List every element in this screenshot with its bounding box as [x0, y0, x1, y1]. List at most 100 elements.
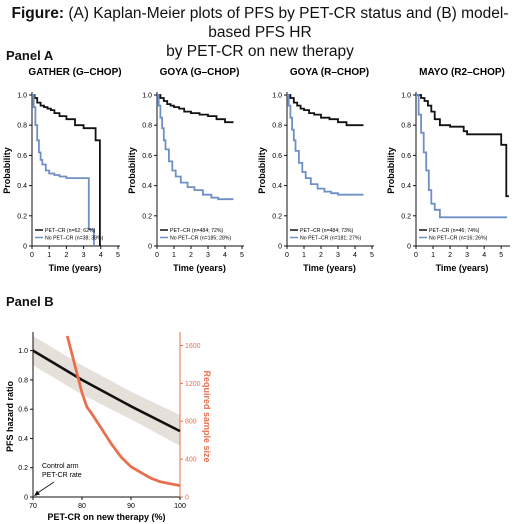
right-y-tick-label: 800: [185, 419, 197, 426]
y-tick-label: 0.4: [18, 436, 28, 443]
no-pet-cr-curve: [157, 94, 234, 201]
km-plot-1: GATHER (G–CHOP) 0 0.2 0.4 0.6 0.8 1.0 0 1 2 3 4 5 Tim…: [2, 67, 122, 273]
y-tick-label: 0: [278, 244, 282, 251]
y-tick-label: 1.0: [18, 348, 28, 355]
km-title: MAYO (R2–CHOP): [419, 67, 505, 78]
x-axis-label: Time (years): [303, 263, 356, 273]
y-tick-label: 0.8: [18, 377, 28, 384]
y-tick-label: 0: [148, 244, 152, 251]
legend-label: No PET–CR (n=16; 26%): [429, 236, 488, 242]
km-title: GOYA (G–CHOP): [160, 67, 240, 78]
x-tick-label: 3: [336, 252, 340, 259]
annotation-arrowhead: [34, 490, 40, 496]
x-tick-label: 5: [240, 252, 244, 259]
x-tick-label: 100: [174, 503, 186, 510]
x-tick-label: 4: [99, 252, 103, 259]
x-axis-label: Time (years): [173, 263, 226, 273]
x-tick-label: 70: [29, 503, 37, 510]
figure-title: Figure: (A) Kaplan-Meier plots of PFS by…: [0, 4, 520, 61]
y-tick-label: 0.6: [18, 407, 28, 414]
right-y-tick-label: 0: [185, 495, 189, 502]
y-tick-label: 0.8: [401, 123, 411, 130]
km-title: GOYA (R–CHOP): [290, 67, 369, 78]
legend-label: PET–CR (n=62; 62%): [45, 228, 96, 234]
y-tick-label: 0.8: [17, 123, 27, 130]
x-tick-label: 4: [353, 252, 357, 259]
x-tick-label: 80: [78, 503, 86, 510]
annotation-line2: PET-CR rate: [42, 472, 82, 479]
no-pet-cr-curve: [32, 94, 95, 246]
y-tick-label: 1.0: [17, 93, 27, 100]
legend-label: PET–CR (n=46; 74%): [429, 228, 480, 234]
x-tick-label: 4: [223, 252, 227, 259]
legend-label: PET–CR (n=484; 72%): [170, 228, 223, 234]
x-tick-label: 5: [370, 252, 374, 259]
x-axis-label: PET-CR on new therapy (%): [47, 512, 165, 522]
y-tick-label: 0.2: [17, 213, 27, 220]
right-y-tick-label: 400: [185, 457, 197, 464]
legend-label: No PET–CR (n=185; 28%): [170, 236, 232, 242]
km-plot-3: GOYA (R–CHOP) 0 0.2 0.4 0.6 0.8 1.0 0 1 2 3 4 5 Time …: [257, 67, 374, 273]
annotation-line1: Control arm: [42, 463, 79, 470]
y-tick-label: 0.6: [401, 153, 411, 160]
y-tick-label: 0.2: [142, 213, 152, 220]
pet-cr-curve: [32, 94, 101, 246]
legend-label: PET–CR (n=484; 73%): [300, 228, 353, 234]
y-axis-label: Probability: [127, 147, 137, 194]
y-tick-label: 0.2: [272, 213, 282, 220]
figure-title-prefix: Figure:: [11, 5, 65, 22]
y-tick-label: 0.4: [142, 183, 152, 190]
x-tick-label: 2: [448, 252, 452, 259]
right-y-axis-label: Required sample size: [202, 370, 212, 462]
panel-a-label: Panel A: [6, 48, 54, 63]
km-title: GATHER (G–CHOP): [28, 67, 121, 78]
y-axis-label: Probability: [386, 147, 396, 194]
x-tick-label: 3: [206, 252, 210, 259]
x-tick-label: 3: [465, 252, 469, 259]
x-axis-label: Time (years): [436, 263, 489, 273]
x-axis-label: Time (years): [49, 263, 102, 273]
y-tick-label: 0.2: [401, 213, 411, 220]
x-tick-label: 4: [482, 252, 486, 259]
x-tick-label: 1: [431, 252, 435, 259]
y-tick-label: 0.4: [272, 183, 282, 190]
sample-size-curve: [65, 335, 180, 487]
y-tick-label: 0.8: [142, 123, 152, 130]
y-tick-label: 0.6: [272, 153, 282, 160]
no-pet-cr-curve: [416, 94, 508, 219]
hr-plot: 0 0.2 0.4 0.6 0.8 1.0 0 400 800 1200 1600 70 80 90 100…: [5, 332, 212, 522]
x-tick-label: 3: [82, 252, 86, 259]
y-tick-label: 0: [23, 244, 27, 251]
x-tick-label: 2: [319, 252, 323, 259]
right-y-tick-label: 1200: [185, 381, 201, 388]
panel-b-label: Panel B: [6, 294, 54, 309]
x-tick-label: 0: [30, 252, 34, 259]
x-tick-label: 5: [116, 252, 120, 259]
figure-title-line2: by PET-CR on new therapy: [166, 43, 354, 60]
right-y-tick-label: 1600: [185, 343, 201, 350]
x-tick-label: 5: [499, 252, 503, 259]
hr-line: [32, 349, 181, 433]
pet-cr-curve: [287, 94, 364, 127]
x-tick-label: 1: [302, 252, 306, 259]
figure-title-line1: (A) Kaplan-Meier plots of PFS by PET-CR …: [64, 5, 509, 41]
legend-label: No PET–CR (n=38; 38%): [45, 236, 104, 242]
y-tick-label: 0.8: [272, 123, 282, 130]
x-tick-label: 2: [189, 252, 193, 259]
x-tick-label: 1: [172, 252, 176, 259]
pet-cr-curve: [157, 94, 234, 124]
y-axis-label: Probability: [257, 147, 267, 194]
legend-label: No PET–CR (n=181; 27%): [300, 236, 362, 242]
km-plot-2: GOYA (G–CHOP) 0 0.2 0.4 0.6 0.8 1.0 0 1 2 3 4 5 Time …: [127, 67, 244, 273]
x-tick-label: 90: [127, 503, 135, 510]
x-tick-label: 0: [285, 252, 289, 259]
x-tick-label: 2: [64, 252, 68, 259]
km-plot-4: MAYO (R2–CHOP) 0 0.2 0.4 0.6 0.8 1.0 0 1 2 3 4 5 Time…: [386, 67, 510, 273]
y-tick-label: 0.6: [142, 153, 152, 160]
x-tick-label: 0: [155, 252, 159, 259]
x-tick-label: 0: [414, 252, 418, 259]
y-tick-label: 0: [24, 495, 28, 502]
y-axis-label: Probability: [2, 147, 12, 194]
hr-confidence-band: [33, 336, 180, 446]
y-tick-label: 0.4: [401, 183, 411, 190]
